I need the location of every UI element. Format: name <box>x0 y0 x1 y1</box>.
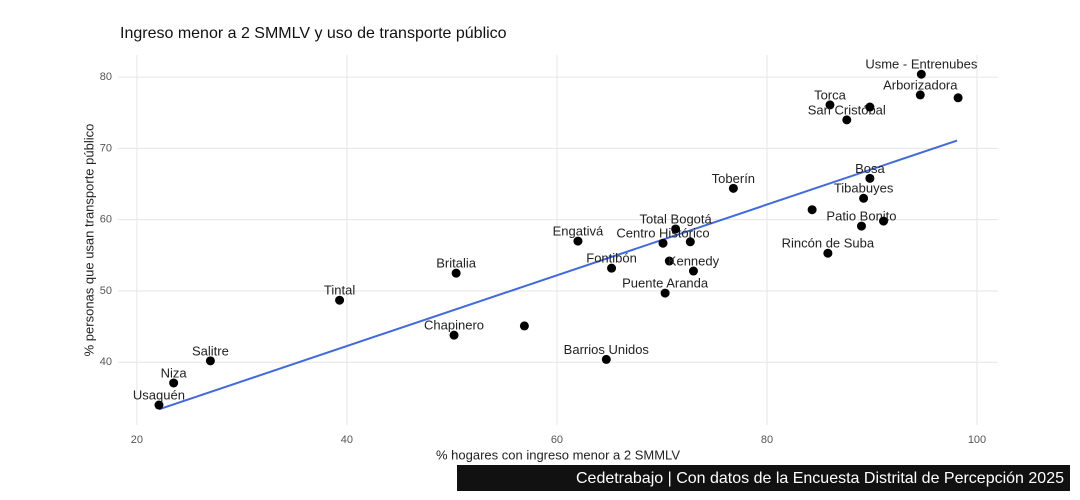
y-tick-label: 60 <box>100 214 112 226</box>
point <box>688 266 698 276</box>
point <box>154 400 164 410</box>
point <box>879 216 889 226</box>
point <box>601 354 611 364</box>
point <box>451 268 461 278</box>
point-label: Rincón de Suba <box>782 236 875 251</box>
point <box>169 378 179 388</box>
point-label: Chapinero <box>424 318 484 333</box>
y-tick-label: 80 <box>100 71 112 83</box>
x-tick-label: 40 <box>341 434 353 446</box>
point <box>573 236 583 246</box>
x-tick-label: 60 <box>551 434 563 446</box>
point-label: Barrios Unidos <box>564 342 650 357</box>
point-label: Usaquén <box>133 387 185 402</box>
point <box>664 256 674 266</box>
point-label: Niza <box>161 365 188 380</box>
point <box>842 115 852 125</box>
point <box>658 238 668 248</box>
point <box>856 221 866 231</box>
point <box>859 193 869 203</box>
point-label: Arborizadora <box>883 77 958 92</box>
point <box>823 248 833 258</box>
point <box>607 263 617 273</box>
point-label: San Cristóbal <box>808 102 886 117</box>
x-tick-label: 100 <box>968 434 986 446</box>
point <box>660 288 670 298</box>
point <box>335 295 345 305</box>
point <box>915 90 925 100</box>
point <box>728 183 738 193</box>
x-tick-label: 20 <box>131 434 143 446</box>
point-label: Fontibón <box>586 251 637 266</box>
y-axis-label: % personas que usan transporte público <box>81 124 96 357</box>
trend-line <box>158 139 958 411</box>
point <box>865 173 875 183</box>
x-axis-label: % hogares con ingreso menor a 2 SMMLV <box>436 447 680 462</box>
point-label: Patio Bonito <box>826 209 896 224</box>
point <box>825 100 835 110</box>
point-label: Torca <box>814 87 847 102</box>
point <box>916 69 926 79</box>
point-label: Kennedy <box>668 253 720 268</box>
y-tick-label: 70 <box>100 142 112 154</box>
x-tick-label: 80 <box>761 434 773 446</box>
point-label: Tibabuyes <box>834 181 894 196</box>
point-label: Tintal <box>324 283 355 298</box>
point-label: Britalia <box>436 256 477 271</box>
point-label: Centro Histórico <box>616 226 709 241</box>
caption: Cedetrabajo | Con datos de la Encuesta D… <box>576 470 1064 487</box>
point <box>519 321 529 331</box>
point <box>671 224 681 234</box>
point <box>205 356 215 366</box>
point <box>449 330 459 340</box>
point-label: Engativá <box>553 224 604 239</box>
y-tick-label: 50 <box>100 285 112 297</box>
point <box>807 205 817 215</box>
point-label: Puente Aranda <box>622 276 709 291</box>
y-tick-label: 40 <box>100 356 112 368</box>
caption-box <box>457 465 1070 491</box>
point <box>865 102 875 112</box>
point <box>953 93 963 103</box>
point-label: Toberín <box>712 171 755 186</box>
point-label: Bosa <box>855 161 885 176</box>
point-label: Total Bogotá <box>639 211 712 226</box>
point <box>685 237 695 247</box>
point-label: Salitre <box>192 343 229 358</box>
point-label: Usme - Entrenubes <box>865 57 977 72</box>
chart-title: Ingreso menor a 2 SMMLV y uso de transpo… <box>120 25 507 42</box>
